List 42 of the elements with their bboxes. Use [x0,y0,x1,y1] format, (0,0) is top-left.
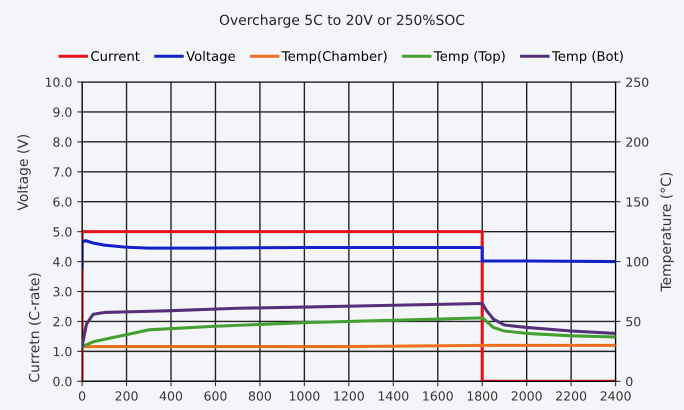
x-tick-label: 2000 [512,391,542,401]
x-tick-label: 600 [204,391,227,401]
chart-title: Overcharge 5C to 20V or 250%SOC [220,14,464,28]
y-tick-label: 7.0 [54,167,72,177]
y-tick-label: 9.0 [53,107,72,117]
legend-label: Current [91,51,140,62]
y-tick-label: 5.0 [53,227,72,237]
x-tick-label: 200 [116,391,138,401]
x-tick-label: 800 [248,391,272,401]
legend-label: Temp (Top) [434,50,505,64]
x-tick-label: 1200 [334,391,364,401]
y-tick-label: 10.0 [46,77,72,87]
y-tick-label: 0.0 [53,376,72,386]
y-tick-label: 4.0 [53,257,72,267]
legend-label: Temp (Bot) [552,50,623,64]
y2-tick-label: 200 [626,137,648,147]
line-series [82,316,616,348]
y-tick-label: 2.0 [53,316,72,326]
x-tick-label: 2400 [600,391,631,401]
y-tick-label: 3.0 [53,286,72,296]
x-tick-label: 1400 [378,391,408,401]
legend-label: Temp(Chamber) [282,50,387,64]
x-tick-label: 2200 [556,391,586,401]
legend-label: Voltage [186,50,235,64]
y2-tick-label: 0 [626,376,632,386]
line-series [82,302,616,348]
x-tick-label: 1000 [290,391,320,401]
text: Voltage (V) [17,134,31,211]
y2-tick-label: 150 [626,197,648,207]
line-series [82,239,616,270]
y2-tick-label: 250 [626,77,648,87]
y2-tick-label: 100 [626,257,648,267]
x-tick-label: 1600 [423,391,453,401]
x-tick-label: 400 [160,391,182,401]
y2-axis-title: Temperature (°C) [660,172,674,292]
x-tick-label: 0 [78,391,86,401]
y-axis-title: Curretn (C-rate) [28,273,42,382]
x-tick-label: 1800 [468,391,498,401]
y-tick-label: 8.0 [53,137,72,147]
y-tick-label: 6.0 [53,197,72,207]
y2-tick-label: 50 [626,316,640,326]
y-tick-label: 1.0 [54,346,72,356]
